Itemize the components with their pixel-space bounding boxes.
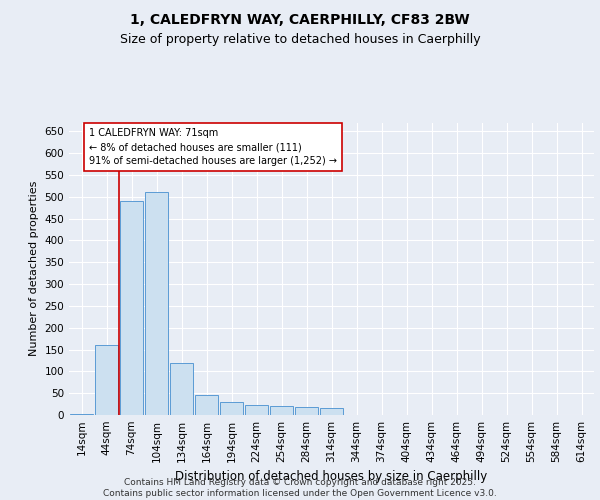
- Bar: [120, 201, 143, 415]
- Y-axis label: Number of detached properties: Number of detached properties: [29, 181, 39, 356]
- Bar: [70, 414, 93, 415]
- Bar: [220, 402, 243, 415]
- Text: Contains HM Land Registry data © Crown copyright and database right 2025.
Contai: Contains HM Land Registry data © Crown c…: [103, 478, 497, 498]
- X-axis label: Distribution of detached houses by size in Caerphilly: Distribution of detached houses by size …: [175, 470, 488, 484]
- Bar: [245, 406, 268, 415]
- Bar: [145, 192, 168, 415]
- Text: 1 CALEDFRYN WAY: 71sqm
← 8% of detached houses are smaller (111)
91% of semi-det: 1 CALEDFRYN WAY: 71sqm ← 8% of detached …: [89, 128, 337, 166]
- Bar: [95, 345, 118, 415]
- Text: 1, CALEDFRYN WAY, CAERPHILLY, CF83 2BW: 1, CALEDFRYN WAY, CAERPHILLY, CF83 2BW: [130, 12, 470, 26]
- Bar: [195, 396, 218, 415]
- Bar: [320, 408, 343, 415]
- Bar: [295, 407, 318, 415]
- Bar: [170, 362, 193, 415]
- Bar: [270, 406, 293, 415]
- Text: Size of property relative to detached houses in Caerphilly: Size of property relative to detached ho…: [119, 32, 481, 46]
